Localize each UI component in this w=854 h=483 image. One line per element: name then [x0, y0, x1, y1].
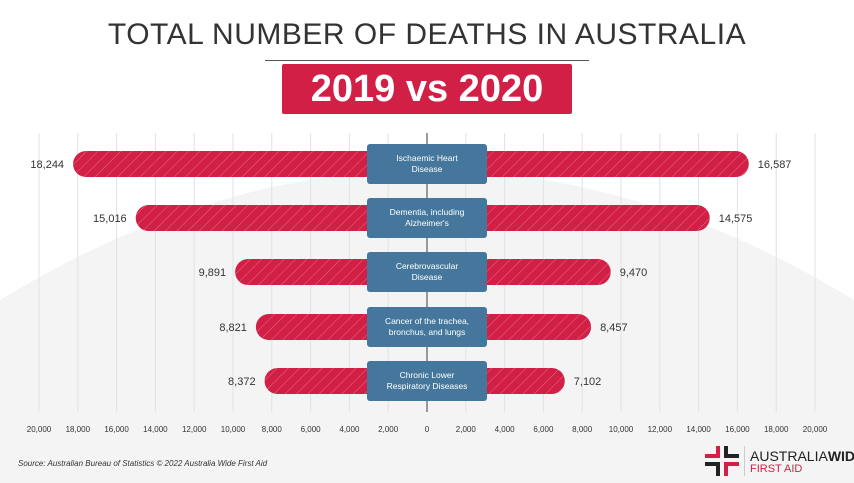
tick-label: 10,000 — [609, 425, 634, 434]
tick-label: 6,000 — [301, 425, 322, 434]
category-box — [367, 307, 487, 347]
logo-text: AUSTRALIAWIDE — [750, 448, 854, 464]
bar-2020 — [422, 205, 710, 231]
chart-subtitle: 2019 vs 2020 — [282, 64, 572, 114]
value-label-2019: 8,372 — [228, 376, 256, 388]
source-note: Source: Australian Bureau of Statistics … — [18, 459, 268, 468]
category-label: Chronic Lower — [400, 370, 455, 380]
tick-label: 2,000 — [456, 425, 477, 434]
category-label: Respiratory Diseases — [387, 381, 468, 391]
logo-subtext: FIRST AID — [750, 463, 803, 475]
category-label: Dementia, including — [390, 207, 465, 217]
tick-label: 18,000 — [764, 425, 789, 434]
tick-label: 2,000 — [378, 425, 399, 434]
value-label-2019: 8,821 — [219, 322, 247, 334]
logo-word-wide: WIDE — [827, 448, 854, 464]
tick-label: 0 — [425, 425, 430, 434]
tick-label: 12,000 — [648, 425, 673, 434]
value-label-2020: 7,102 — [574, 376, 602, 388]
value-label-2020: 16,587 — [758, 159, 792, 171]
tick-label: 12,000 — [182, 425, 207, 434]
tick-label: 4,000 — [495, 425, 516, 434]
value-label-2019: 15,016 — [93, 213, 127, 225]
category-label: Cancer of the trachea, — [385, 316, 469, 326]
logo: AUSTRALIAWIDE FIRST AID — [705, 446, 854, 476]
bar-2019 — [73, 151, 432, 177]
value-label-2019: 9,891 — [199, 267, 227, 279]
category-label: Alzheimer's — [405, 218, 449, 228]
tick-label: 8,000 — [262, 425, 283, 434]
bar-2020 — [422, 151, 749, 177]
tick-label: 8,000 — [572, 425, 593, 434]
category-box — [367, 144, 487, 184]
value-label-2020: 14,575 — [719, 213, 753, 225]
value-label-2019: 18,244 — [30, 159, 64, 171]
category-box — [367, 252, 487, 292]
value-label-2020: 8,457 — [600, 322, 628, 334]
chart-title: TOTAL NUMBER OF DEATHS IN AUSTRALIA — [107, 18, 747, 51]
title-divider — [265, 60, 589, 61]
category-label: Disease — [412, 272, 443, 282]
category-box — [367, 198, 487, 238]
category-label: bronchus, and lungs — [389, 327, 466, 337]
tick-label: 10,000 — [221, 425, 246, 434]
value-label-2020: 9,470 — [620, 267, 648, 279]
bar-2019 — [135, 205, 432, 231]
tick-label: 16,000 — [725, 425, 750, 434]
logo-divider — [744, 446, 745, 476]
category-label: Disease — [412, 164, 443, 174]
tick-label: 4,000 — [339, 425, 360, 434]
tick-label: 14,000 — [686, 425, 711, 434]
category-box — [367, 361, 487, 401]
category-label: Ischaemic Heart — [396, 153, 458, 163]
category-label: Cerebrovascular — [396, 261, 459, 271]
tick-label: 20,000 — [803, 425, 828, 434]
tick-label: 18,000 — [66, 425, 91, 434]
cross-logo-icon — [705, 446, 739, 476]
logo-word-australia: AUSTRALIA — [750, 448, 828, 464]
tick-label: 14,000 — [143, 425, 168, 434]
tick-label: 6,000 — [533, 425, 554, 434]
tick-label: 20,000 — [27, 425, 52, 434]
tick-label: 16,000 — [104, 425, 129, 434]
